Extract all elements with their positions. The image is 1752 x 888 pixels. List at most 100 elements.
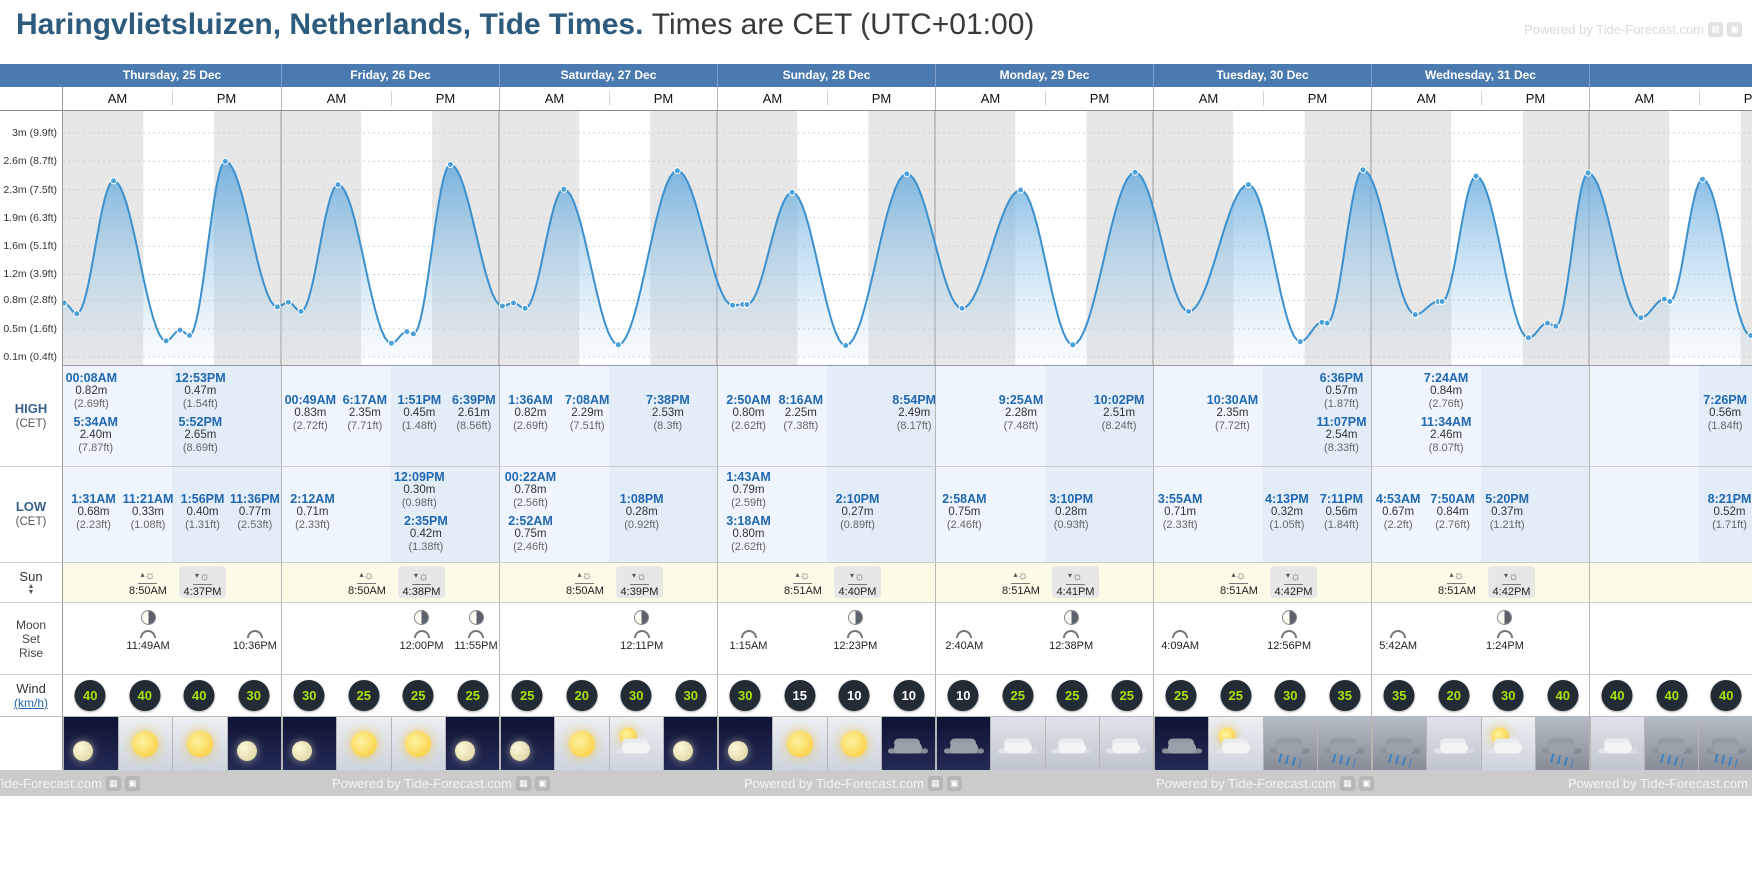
tide-time: 12:09PM	[393, 470, 445, 484]
low-row-label: LOW (CET)	[0, 467, 63, 562]
day-sky	[118, 717, 172, 770]
tide-height-ft: (1.05ft)	[1269, 518, 1305, 531]
sun-glyph-icon: ☼	[1072, 569, 1084, 583]
day-column: Monday, 29 Dec	[935, 64, 1153, 87]
half-day-am-bg	[1590, 467, 1699, 562]
tide-height-ft: (2.46ft)	[513, 540, 548, 553]
moon-rise: 4:09AM	[1154, 610, 1210, 652]
day-column: 5:42AM 1:24PM	[1371, 603, 1589, 674]
night-sky	[64, 717, 118, 770]
footer-powered-by-link[interactable]: Powered by Tide-Forecast.com▦▣	[1156, 770, 1374, 796]
half-day-pm-bg	[172, 467, 281, 562]
tide-time: 1:51PM	[397, 393, 442, 407]
moon-row: Moon Set Rise 11:49AM 10:36PM 12:00PM 11:55…	[0, 602, 1752, 674]
sunset-event: ▾☼ 4:42PM	[1269, 566, 1318, 598]
wind-units-link[interactable]: (km/h)	[14, 696, 48, 710]
wind-speed: 30	[1501, 688, 1516, 703]
low-tide-entry: 1:43AM 0.79m (2.59ft)	[718, 470, 782, 509]
weather-moon-icon	[63, 717, 118, 770]
night-sky	[227, 717, 281, 770]
wind-direction-arrow: ↙	[180, 676, 190, 688]
am-label: AM	[1416, 91, 1437, 106]
tide-height-m: 0.68m	[77, 506, 110, 518]
weather-sun-icon	[390, 717, 445, 770]
gallery-icon[interactable]: ▦	[105, 775, 121, 791]
tide-height-m: 0.28m	[1055, 506, 1088, 518]
wind-badge: ↙ 30	[727, 676, 761, 711]
weather-sun-icon	[554, 717, 609, 770]
tide-height-ft: (2.76ft)	[1428, 397, 1464, 410]
moon-rise: 5:42AM	[1372, 610, 1428, 652]
rain-icon	[1659, 753, 1684, 768]
night-sky	[663, 717, 717, 770]
weather-cloud-icon	[1590, 717, 1644, 770]
day-header-label	[1590, 64, 1752, 87]
camera-icon[interactable]: ▣	[534, 775, 550, 791]
low-tide-entry: 12:09PM 0.30m (0.98ft)	[386, 470, 452, 509]
moon-time: 2:40AM	[945, 640, 984, 652]
tide-height-m: 0.27m	[841, 506, 874, 518]
pm-label: PM	[1307, 91, 1328, 106]
y-axis-label: 0.5m (1.6ft)	[3, 322, 57, 335]
wind-direction-arrow: ←	[563, 675, 575, 687]
wind-badge: ↗ 35	[1381, 676, 1415, 711]
rain-icon	[1387, 753, 1412, 768]
tide-height-ft: (1.48ft)	[401, 419, 437, 432]
day-header-row: Thursday, 25 Dec Friday, 26 Dec Saturday, …	[0, 64, 1752, 87]
tide-height-ft: (2.72ft)	[292, 419, 328, 432]
gallery-icon[interactable]: ▦	[1339, 775, 1355, 791]
am-label: AM	[1634, 91, 1655, 106]
gallery-icon[interactable]: ▦	[515, 775, 531, 791]
moon-time: 11:55PM	[454, 640, 498, 652]
half-day-pm-bg	[1045, 366, 1153, 466]
wind-badge: ↙ 30	[672, 676, 707, 711]
day-column: ↙ 30 ↓ 15 ↓ 10 ↘ 10	[717, 675, 935, 716]
day-header-label: Friday, 26 Dec	[350, 68, 431, 82]
wind-direction-arrow: ↗	[1217, 676, 1227, 688]
camera-icon[interactable]: ▣	[1358, 775, 1374, 791]
camera-icon[interactable]: ▣	[1727, 22, 1742, 37]
gallery-icon[interactable]: ▦	[927, 775, 943, 791]
half-day-pm-bg	[1263, 366, 1371, 466]
night-sky	[937, 717, 991, 770]
camera-icon[interactable]: ▣	[946, 775, 962, 791]
rain-sky	[1535, 717, 1589, 770]
weather-sun-icon	[772, 717, 827, 770]
half-day-pm-bg	[172, 366, 281, 466]
tide-height-ft: (2.59ft)	[731, 496, 766, 509]
am-label: AM	[1198, 91, 1219, 106]
high-row-label: HIGH (CET)	[0, 366, 63, 466]
day-column: ↙ 30 ← 25 ← 25 ← 25	[281, 675, 499, 716]
half-day-pm-bg	[1481, 467, 1589, 562]
timezone-note: Times are CET (UTC+01:00)	[651, 8, 1035, 41]
high-tide-entry: 7:08AM 2.29m (7.51ft)	[554, 393, 620, 432]
sunset-event: ▾☼ 4:41PM	[1051, 566, 1100, 598]
footer-powered-by-link[interactable]: Powered by Tide-Forecast.com▦▣	[332, 770, 550, 796]
sun-arrow-icon: ▾	[1068, 571, 1073, 580]
am-label: AM	[107, 91, 128, 106]
sun-glyph-icon: ☼	[1453, 568, 1465, 582]
tide-curve-area	[58, 111, 1752, 365]
tide-height-m: 0.52m	[1713, 506, 1746, 518]
half-day-am-bg	[500, 467, 609, 562]
camera-icon[interactable]: ▣	[124, 775, 140, 791]
sun-glyph-icon: ☼	[1017, 568, 1029, 582]
wind-badge: ↙ 30	[235, 676, 270, 711]
powered-by-link[interactable]: Powered by Tide-Forecast.com ▦ ▣	[1524, 22, 1742, 37]
gallery-icon[interactable]: ▦	[1708, 22, 1723, 37]
sun-glyph-icon: ☼	[1235, 568, 1247, 582]
sun-arrow-icon: ▴	[140, 570, 145, 579]
day-column	[281, 717, 499, 770]
footer-powered-by-link[interactable]: Powered by Tide-Forecast.com▦▣	[744, 770, 962, 796]
high-tide-entry: 6:36PM 0.57m (1.87ft)	[1308, 371, 1371, 410]
wind-speed: 40	[137, 688, 152, 703]
weather-moon-icon	[718, 717, 773, 770]
wind-direction-arrow: ↗	[1162, 676, 1172, 688]
wind-direction-arrow: ↗	[1544, 676, 1554, 688]
sun-glyph-icon: ☼	[418, 569, 430, 583]
tide-height-m: 0.71m	[1164, 506, 1197, 518]
footer-powered-by-link[interactable]: Powered by Tide-Forecast.com▦▣	[0, 770, 140, 796]
low-tide-entry: 4:13PM 0.32m (1.05ft)	[1254, 492, 1320, 531]
footer-powered-by-link[interactable]: Powered by Tide-Forecast.com▦▣	[1568, 770, 1752, 796]
